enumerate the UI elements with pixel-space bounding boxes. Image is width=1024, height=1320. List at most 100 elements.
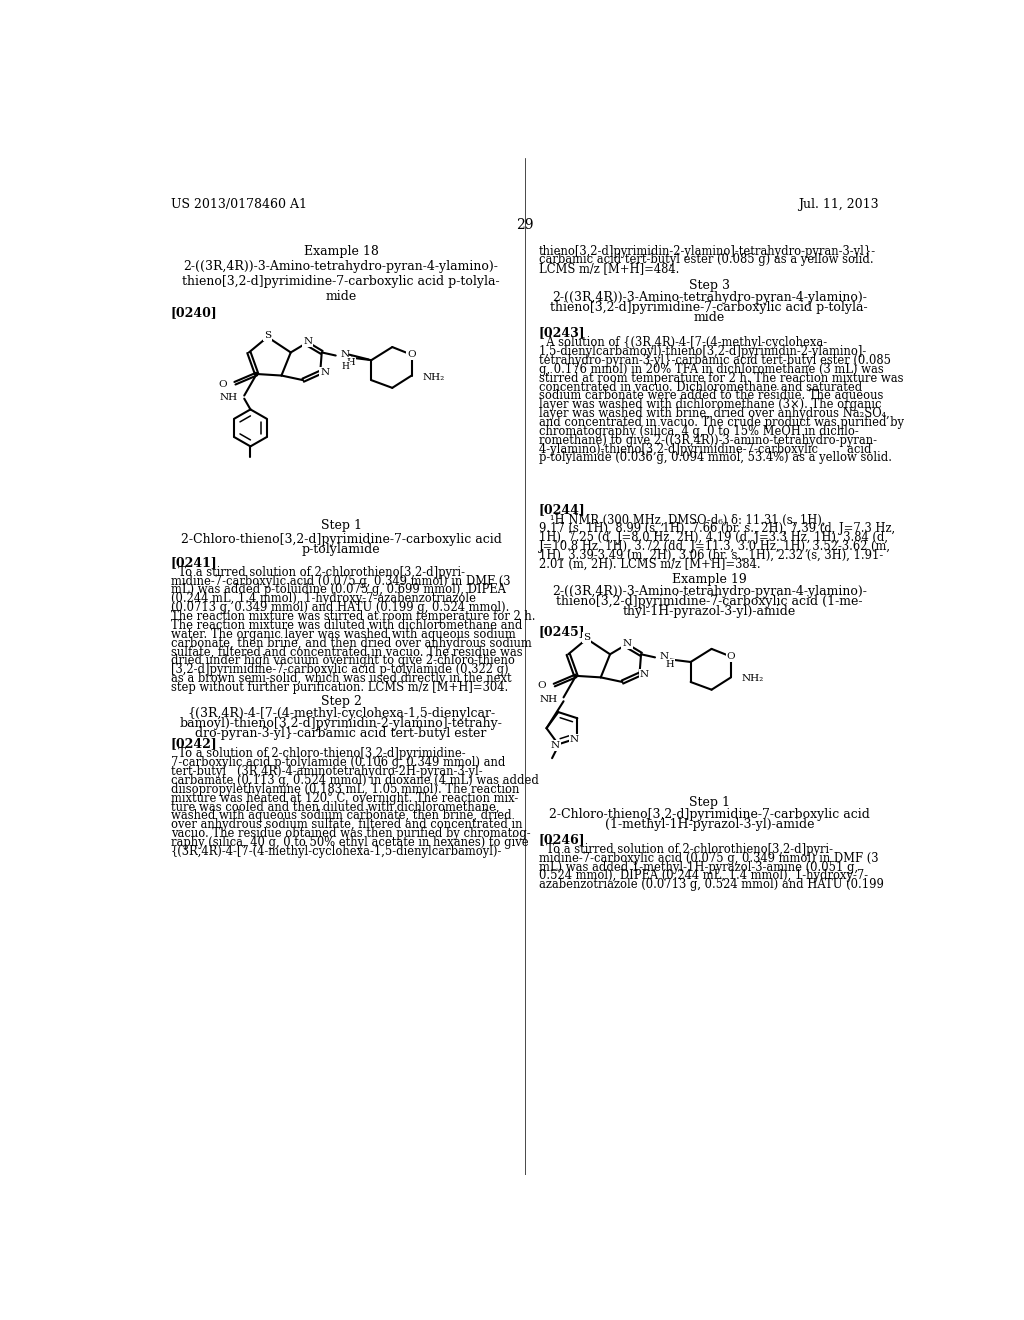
Text: g, 0.176 mmol) in 20% TFA in dichloromethane (3 mL) was: g, 0.176 mmol) in 20% TFA in dichloromet… <box>539 363 884 376</box>
Text: bamoyl)-thieno[3,2-d]pyrimidin-2-ylamino]-tetrahy-: bamoyl)-thieno[3,2-d]pyrimidin-2-ylamino… <box>179 718 503 730</box>
Text: [0243]: [0243] <box>539 326 586 339</box>
Text: H: H <box>666 660 675 669</box>
Text: 2-((3R,4R))-3-Amino-tetrahydro-pyran-4-ylamino)-: 2-((3R,4R))-3-Amino-tetrahydro-pyran-4-y… <box>552 290 866 304</box>
Text: romethane) to give 2-((3R,4R))-3-amino-tetrahydro-pyran-: romethane) to give 2-((3R,4R))-3-amino-t… <box>539 434 877 446</box>
Text: mide: mide <box>693 312 725 323</box>
Text: 1H), 7.25 (d, J=8.0 Hz, 2H), 4.19 (d, J=3.3 Hz, 1H), 3.84 (d,: 1H), 7.25 (d, J=8.0 Hz, 2H), 4.19 (d, J=… <box>539 531 888 544</box>
Text: The reaction mixture was stirred at room temperature for 2 h.: The reaction mixture was stirred at room… <box>171 610 536 623</box>
Text: and concentrated in vacuo. The crude product was purified by: and concentrated in vacuo. The crude pro… <box>539 416 904 429</box>
Text: NH₂: NH₂ <box>423 372 444 381</box>
Text: Step 3: Step 3 <box>689 279 730 292</box>
Text: N: N <box>551 742 560 750</box>
Text: N: N <box>340 350 349 359</box>
Text: {(3R,4R)-4-[7-(4-methyl-cyclohexa-1,5-dienylcar-: {(3R,4R)-4-[7-(4-methyl-cyclohexa-1,5-di… <box>187 708 496 721</box>
Text: [0242]: [0242] <box>171 738 217 751</box>
Text: O: O <box>408 350 416 359</box>
Text: 29: 29 <box>516 218 534 232</box>
Text: step without further purification. LCMS m/z [M+H]=304.: step without further purification. LCMS … <box>171 681 508 694</box>
Text: azabenzotriazole (0.0713 g, 0.524 mmol) and HATU (0.199: azabenzotriazole (0.0713 g, 0.524 mmol) … <box>539 878 884 891</box>
Text: [0244]: [0244] <box>539 503 586 516</box>
Text: Example 19: Example 19 <box>672 573 746 586</box>
Text: p-tolylamide (0.036 g, 0.094 mmol, 53.4%) as a yellow solid.: p-tolylamide (0.036 g, 0.094 mmol, 53.4%… <box>539 451 892 465</box>
Text: tetrahydro-pyran-3-yl}-carbamic acid tert-butyl ester (0.085: tetrahydro-pyran-3-yl}-carbamic acid ter… <box>539 354 891 367</box>
Text: S: S <box>264 331 271 341</box>
Text: washed with aqueous sodium carbonate, then brine, dried: washed with aqueous sodium carbonate, th… <box>171 809 511 822</box>
Text: layer was washed with dichloromethane (3×). The organic: layer was washed with dichloromethane (3… <box>539 399 882 412</box>
Text: carbamic acid tert-butyl ester (0.085 g) as a yellow solid.: carbamic acid tert-butyl ester (0.085 g)… <box>539 253 873 267</box>
Text: chromatography (silica, 4 g, 0 to 15% MeOH in dichlo-: chromatography (silica, 4 g, 0 to 15% Me… <box>539 425 858 438</box>
Text: midine-7-carboxylic acid (0.075 g, 0.349 mmol) in DMF (3: midine-7-carboxylic acid (0.075 g, 0.349… <box>171 574 510 587</box>
Text: 2.01 (m, 2H). LCMS m/z [M+H]=384.: 2.01 (m, 2H). LCMS m/z [M+H]=384. <box>539 557 761 570</box>
Text: mL) was added p-toluidine (0.075 g, 0.699 mmol), DIPEA: mL) was added p-toluidine (0.075 g, 0.69… <box>171 583 506 597</box>
Text: vacuo. The residue obtained was then purified by chromatog-: vacuo. The residue obtained was then pur… <box>171 828 530 840</box>
Text: sodium carbonate were added to the residue. The aqueous: sodium carbonate were added to the resid… <box>539 389 883 403</box>
Text: dried under high vacuum overnight to give 2-chloro-thieno: dried under high vacuum overnight to giv… <box>171 655 514 668</box>
Text: H: H <box>341 362 349 371</box>
Text: stirred at room temperature for 2 h. The reaction mixture was: stirred at room temperature for 2 h. The… <box>539 372 903 384</box>
Text: Step 2: Step 2 <box>321 696 361 708</box>
Text: raphy (silica, 40 g, 0 to 50% ethyl acetate in hexanes) to give: raphy (silica, 40 g, 0 to 50% ethyl acet… <box>171 836 528 849</box>
Text: S: S <box>584 632 591 642</box>
Text: N: N <box>623 639 632 648</box>
Text: mixture was heated at 120° C. overnight. The reaction mix-: mixture was heated at 120° C. overnight.… <box>171 792 518 805</box>
Text: mL) was added 1-methyl-1H-pyrazol-3-amine (0.051 g,: mL) was added 1-methyl-1H-pyrazol-3-amin… <box>539 861 858 874</box>
Text: LCMS m/z [M+H]=484.: LCMS m/z [M+H]=484. <box>539 263 679 276</box>
Text: (0.0713 g, 0.349 mmol) and HATU (0.199 g, 0.524 mmol).: (0.0713 g, 0.349 mmol) and HATU (0.199 g… <box>171 601 509 614</box>
Text: N: N <box>303 337 312 346</box>
Text: (1-methyl-1H-pyrazol-3-yl)-amide: (1-methyl-1H-pyrazol-3-yl)-amide <box>604 818 814 832</box>
Text: NH₂: NH₂ <box>741 675 764 684</box>
Text: 0.524 mmol), DIPEA (0.244 mL, 1.4 mmol), 1-hydroxy-7-: 0.524 mmol), DIPEA (0.244 mL, 1.4 mmol),… <box>539 870 868 883</box>
Text: 2-Chloro-thieno[3,2-d]pyrimidine-7-carboxylic acid: 2-Chloro-thieno[3,2-d]pyrimidine-7-carbo… <box>549 808 869 821</box>
Text: 2-((3R,4R))-3-Amino-tetrahydro-pyran-4-ylamino)-: 2-((3R,4R))-3-Amino-tetrahydro-pyran-4-y… <box>552 585 866 598</box>
Text: water. The organic layer was washed with aqueous sodium: water. The organic layer was washed with… <box>171 628 515 640</box>
Text: concentrated in vacuo. Dichloromethane and saturated: concentrated in vacuo. Dichloromethane a… <box>539 380 862 393</box>
Text: 1,5-dienylcarbamoyl)-thieno[3,2-d]pyrimidin-2-ylamino]-: 1,5-dienylcarbamoyl)-thieno[3,2-d]pyrimi… <box>539 345 867 358</box>
Text: tert-butyl   (3R,4R)-4-aminotetrahydro-2H-pyran-3-yl-: tert-butyl (3R,4R)-4-aminotetrahydro-2H-… <box>171 766 482 779</box>
Text: J=10.8 Hz, 1H), 3.72 (dd, J=11.3, 3.0 Hz, 1H), 3.52-3.62 (m,: J=10.8 Hz, 1H), 3.72 (dd, J=11.3, 3.0 Hz… <box>539 540 891 553</box>
Text: 4-ylamino)-thieno[3,2-d]pyrimidine-7-carboxylic        acid: 4-ylamino)-thieno[3,2-d]pyrimidine-7-car… <box>539 442 871 455</box>
Text: O: O <box>538 681 547 690</box>
Text: 1H), 3.39-3.49 (m, 2H), 3.06 (br. s., 1H), 2.32 (s, 3H), 1.91-: 1H), 3.39-3.49 (m, 2H), 3.06 (br. s., 1H… <box>539 549 883 562</box>
Text: NH: NH <box>540 696 557 704</box>
Text: {(3R,4R)-4-[7-(4-methyl-cyclohexa-1,5-dienylcarbamoyl)-: {(3R,4R)-4-[7-(4-methyl-cyclohexa-1,5-di… <box>171 845 502 858</box>
Text: carbamate (0.113 g, 0.524 mmol) in dioxane (4 mL) was added: carbamate (0.113 g, 0.524 mmol) in dioxa… <box>171 774 539 787</box>
Text: N: N <box>640 669 649 678</box>
Text: carbonate, then brine, and then dried over anhydrous sodium: carbonate, then brine, and then dried ov… <box>171 636 531 649</box>
Text: O: O <box>727 652 735 661</box>
Text: ¹H NMR (300 MHz, DMSO-d₆) δ: 11.31 (s, 1H),: ¹H NMR (300 MHz, DMSO-d₆) δ: 11.31 (s, 1… <box>539 513 825 527</box>
Text: ture was cooled and then diluted with dichloromethane,: ture was cooled and then diluted with di… <box>171 800 499 813</box>
Text: thieno[3,2-d]pyrimidine-7-carboxylic acid p-tolyla-: thieno[3,2-d]pyrimidine-7-carboxylic aci… <box>551 301 868 314</box>
Text: NH: NH <box>220 393 238 403</box>
Text: [0240]: [0240] <box>171 306 217 319</box>
Text: thyl-1H-pyrazol-3-yl)-amide: thyl-1H-pyrazol-3-yl)-amide <box>623 605 796 618</box>
Text: Example 18: Example 18 <box>304 244 379 257</box>
Text: dro-pyran-3-yl}-carbamic acid tert-butyl ester: dro-pyran-3-yl}-carbamic acid tert-butyl… <box>196 727 486 741</box>
Text: N: N <box>569 735 579 744</box>
Text: p-tolylamide: p-tolylamide <box>302 543 381 556</box>
Text: 7-carboxylic acid p-tolylamide (0.106 g, 0.349 mmol) and: 7-carboxylic acid p-tolylamide (0.106 g,… <box>171 756 505 770</box>
Text: H: H <box>346 358 355 367</box>
Text: Jul. 11, 2013: Jul. 11, 2013 <box>799 198 879 211</box>
Text: To a solution of 2-chloro-thieno[3,2-d]pyrimidine-: To a solution of 2-chloro-thieno[3,2-d]p… <box>171 747 465 760</box>
Text: thieno[3,2-d]pyrimidin-2-ylamino]-tetrahydro-pyran-3-yl}-: thieno[3,2-d]pyrimidin-2-ylamino]-tetrah… <box>539 244 876 257</box>
Text: US 2013/0178460 A1: US 2013/0178460 A1 <box>171 198 306 211</box>
Text: To a stirred solution of 2-chlorothieno[3,2-d]pyri-: To a stirred solution of 2-chlorothieno[… <box>539 843 833 855</box>
Text: N: N <box>659 652 669 661</box>
Text: (0.244 mL, 1.4 mmol), 1-hydroxy-7-azabenzotriazole: (0.244 mL, 1.4 mmol), 1-hydroxy-7-azaben… <box>171 593 475 606</box>
Text: 2-Chloro-thieno[3,2-d]pyrimidine-7-carboxylic acid: 2-Chloro-thieno[3,2-d]pyrimidine-7-carbo… <box>180 533 502 545</box>
Text: To a stirred solution of 2-chlorothieno[3,2-d]pyri-: To a stirred solution of 2-chlorothieno[… <box>171 566 465 578</box>
Text: A solution of {(3R,4R)-4-[7-(4-methyl-cyclohexa-: A solution of {(3R,4R)-4-[7-(4-methyl-cy… <box>539 337 826 350</box>
Text: thieno[3,2-d]pyrimidine-7-carboxylic acid (1-me-: thieno[3,2-d]pyrimidine-7-carboxylic aci… <box>556 595 862 609</box>
Text: [0246]: [0246] <box>539 833 586 846</box>
Text: [0241]: [0241] <box>171 556 217 569</box>
Text: Step 1: Step 1 <box>321 519 361 532</box>
Text: sulfate, filtered and concentrated in vacuo. The residue was: sulfate, filtered and concentrated in va… <box>171 645 522 659</box>
Text: O: O <box>218 380 227 388</box>
Text: diisopropylethylamine (0.183 mL, 1.05 mmol). The reaction: diisopropylethylamine (0.183 mL, 1.05 mm… <box>171 783 519 796</box>
Text: The reaction mixture was diluted with dichloromethane and: The reaction mixture was diluted with di… <box>171 619 522 632</box>
Text: [0245]: [0245] <box>539 626 586 638</box>
Text: layer was washed with brine, dried over anhydrous Na₂SO₄,: layer was washed with brine, dried over … <box>539 407 890 420</box>
Text: 9.17 (s, 1H), 8.99 (s, 1H), 7.66 (br. s., 2H), 7.39 (d, J=7.3 Hz,: 9.17 (s, 1H), 8.99 (s, 1H), 7.66 (br. s.… <box>539 523 895 535</box>
Text: as a brown semi-solid, which was used directly in the next: as a brown semi-solid, which was used di… <box>171 672 511 685</box>
Text: over anhydrous sodium sulfate, filtered and concentrated in: over anhydrous sodium sulfate, filtered … <box>171 818 522 832</box>
